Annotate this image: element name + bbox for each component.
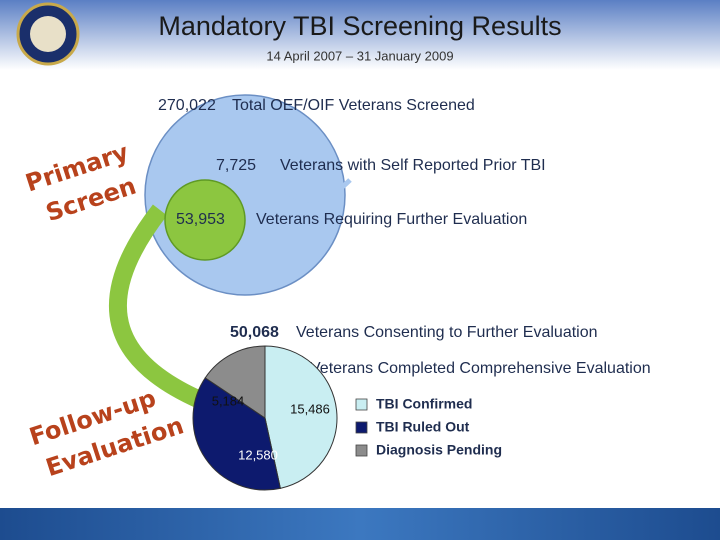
arrow-followup <box>108 204 204 409</box>
stat-label: Veterans Requiring Further Evaluation <box>256 211 527 228</box>
stat-label: Veterans with Self Reported Prior TBI <box>280 157 546 174</box>
stat-number: 50,068 <box>230 324 279 341</box>
stat-label: Veterans Consenting to Further Evaluatio… <box>296 324 598 341</box>
seal-center <box>30 16 66 52</box>
stat-number: 7,725 <box>216 157 256 174</box>
stat-label: Veterans Completed Comprehensive Evaluat… <box>310 360 651 377</box>
title: Mandatory TBI Screening Results <box>158 11 561 41</box>
requiring-circle <box>164 179 246 261</box>
legend-label: TBI Confirmed <box>376 396 472 412</box>
stat-label: Total OEF/OIF Veterans Screened <box>232 97 475 114</box>
pie-slice <box>192 377 281 491</box>
slice-label: 12,580 <box>238 447 278 462</box>
footer-band <box>0 508 720 540</box>
arrow-tbi <box>268 173 352 203</box>
legend-label: Diagnosis Pending <box>376 442 502 458</box>
stat-number: 53,953 <box>176 211 225 228</box>
slice-label: 5,184 <box>212 393 245 408</box>
subtitle: 14 April 2007 – 31 January 2009 <box>266 48 453 63</box>
pie-slice <box>204 345 266 419</box>
stat-number: 270,022 <box>158 97 216 114</box>
pie-slice <box>264 345 338 489</box>
legend-swatch <box>355 421 368 434</box>
legend-swatch <box>355 398 368 411</box>
slice-label: 15,486 <box>290 401 330 416</box>
legend-label: TBI Ruled Out <box>376 419 470 435</box>
header-band <box>0 0 720 70</box>
legend-swatch <box>355 444 368 457</box>
